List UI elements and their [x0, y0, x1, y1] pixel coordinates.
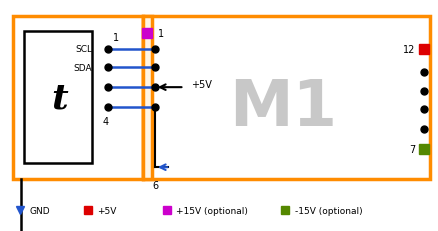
- Text: -15V (optional): -15V (optional): [294, 206, 362, 215]
- Text: 1: 1: [113, 33, 119, 43]
- Text: t: t: [51, 81, 67, 115]
- Text: 6: 6: [152, 180, 158, 190]
- Text: GND: GND: [29, 206, 50, 215]
- Bar: [24, 32, 92, 163]
- Text: M1: M1: [229, 76, 336, 138]
- Text: +5V: +5V: [191, 79, 212, 89]
- Text: 12: 12: [402, 45, 414, 55]
- Text: SCL: SCL: [75, 45, 92, 54]
- Text: SDA: SDA: [74, 64, 92, 73]
- Text: +5V: +5V: [97, 206, 117, 215]
- Text: 7: 7: [408, 144, 414, 154]
- Bar: [142, 17, 429, 179]
- Bar: [142, 17, 152, 179]
- Text: 4: 4: [102, 117, 109, 127]
- Text: 1: 1: [158, 28, 164, 39]
- Text: +15V (optional): +15V (optional): [176, 206, 248, 215]
- Bar: [13, 17, 142, 179]
